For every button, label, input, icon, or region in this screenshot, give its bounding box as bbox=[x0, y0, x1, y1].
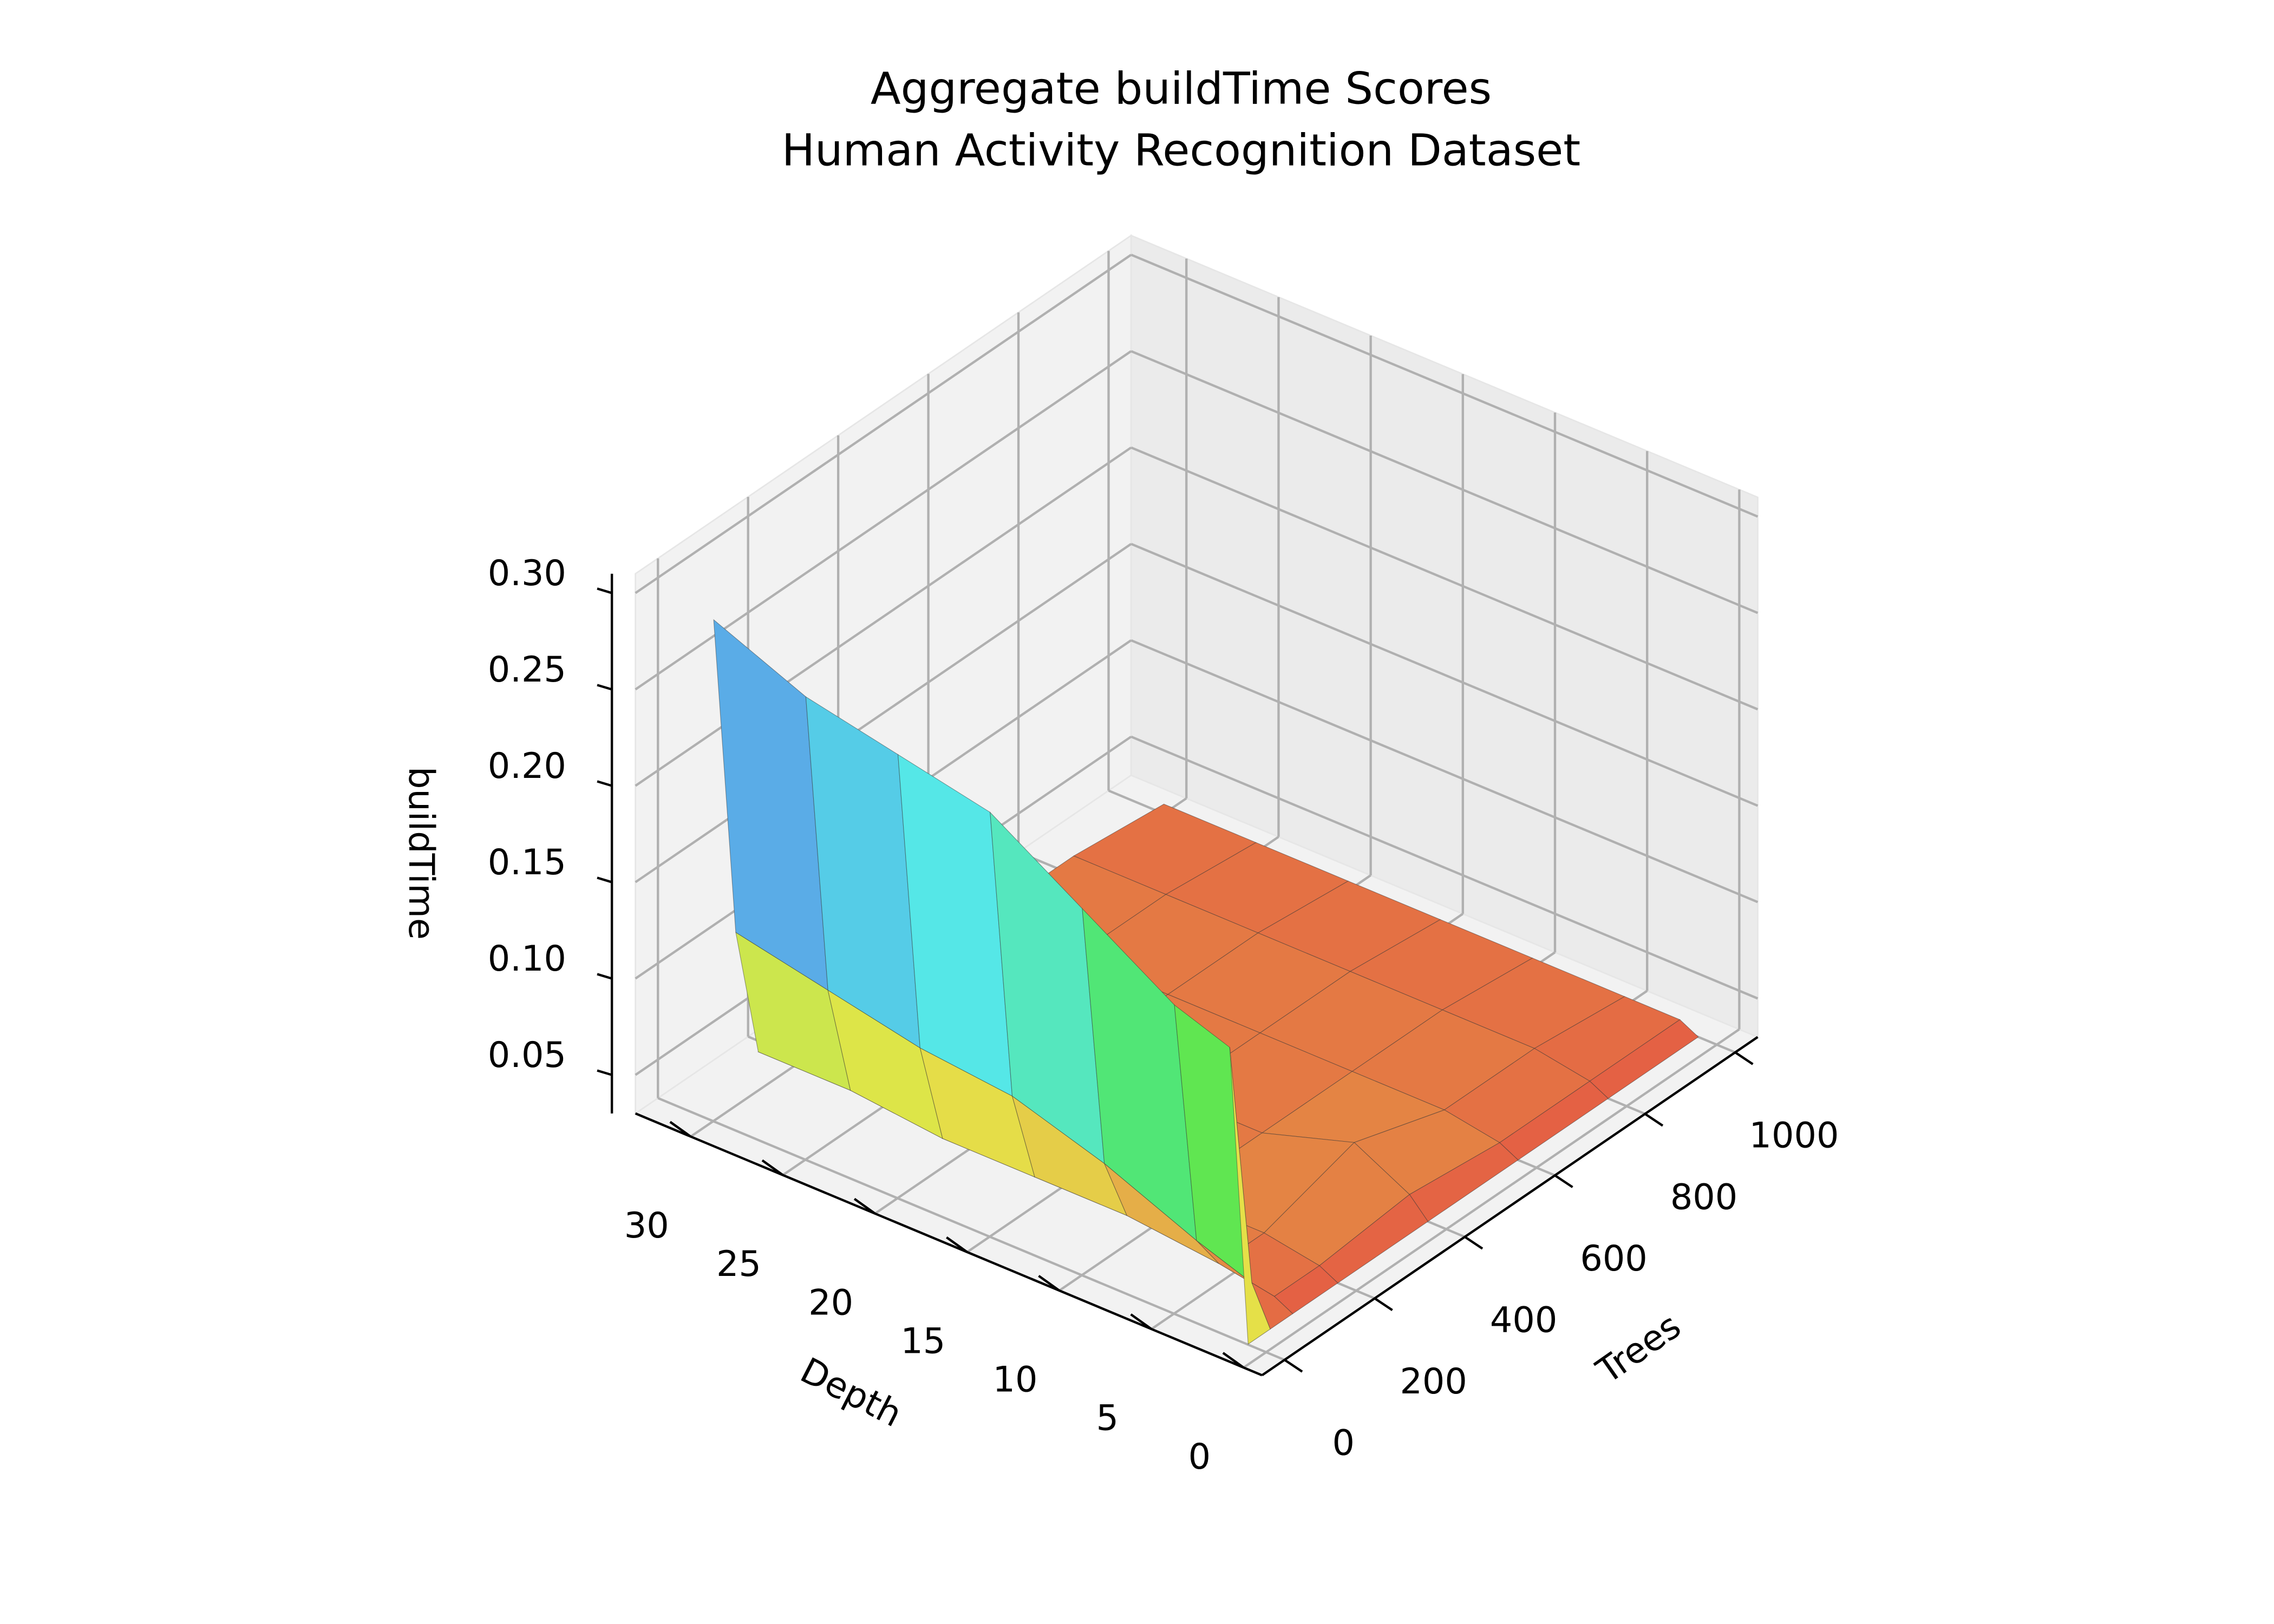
tick-mark bbox=[597, 973, 612, 980]
chart-subtitle: Human Activity Recognition Dataset bbox=[782, 125, 1581, 176]
y-axis-line bbox=[635, 1112, 1263, 1377]
grid-line bbox=[635, 253, 1132, 594]
x-tick-label: 1000 bbox=[1749, 1115, 1839, 1156]
x-axis-line bbox=[1261, 1036, 1759, 1377]
tick-mark bbox=[1222, 1352, 1245, 1369]
y-tick-label: 0 bbox=[1188, 1436, 1211, 1477]
grid-line bbox=[1131, 350, 1759, 614]
y-axis-title: Depth bbox=[794, 1350, 908, 1435]
tick-mark bbox=[1284, 1359, 1303, 1373]
y-tick-label: 15 bbox=[900, 1320, 945, 1361]
z-tick-label: 0.05 bbox=[488, 1034, 566, 1076]
x-tick-label: 800 bbox=[1670, 1176, 1737, 1217]
grid-line bbox=[1131, 735, 1759, 1000]
tick-mark bbox=[597, 684, 612, 691]
tick-mark bbox=[761, 1159, 784, 1176]
x-tick-label: 400 bbox=[1490, 1300, 1557, 1341]
grid-line bbox=[1131, 446, 1759, 711]
tick-mark bbox=[1038, 1275, 1060, 1292]
z-axis-title: buildTime bbox=[401, 767, 442, 940]
tick-mark bbox=[597, 587, 612, 594]
grid-line bbox=[1131, 253, 1759, 518]
grid-line bbox=[657, 1097, 1285, 1361]
y-tick-label: 10 bbox=[993, 1359, 1038, 1400]
y-tick-label: 30 bbox=[624, 1205, 669, 1246]
grid-line bbox=[1131, 542, 1759, 807]
x-axis-title: Trees bbox=[1589, 1305, 1688, 1392]
z-tick-label: 0.10 bbox=[488, 938, 566, 979]
z-tick-label: 0.30 bbox=[488, 553, 566, 594]
tick-mark bbox=[597, 876, 612, 883]
tick-mark bbox=[1644, 1112, 1664, 1127]
tick-mark bbox=[597, 780, 612, 787]
grid-line bbox=[1131, 639, 1759, 903]
tick-mark bbox=[1554, 1174, 1573, 1188]
y-tick-label: 20 bbox=[808, 1282, 853, 1323]
tick-mark bbox=[669, 1121, 691, 1138]
tick-mark bbox=[1130, 1313, 1152, 1330]
grid-line bbox=[635, 446, 1132, 787]
x-tick-label: 200 bbox=[1400, 1361, 1467, 1402]
tick-mark bbox=[853, 1197, 876, 1215]
y-tick-label: 25 bbox=[716, 1243, 761, 1285]
z-tick-label: 0.15 bbox=[488, 842, 566, 883]
tick-mark bbox=[1464, 1236, 1484, 1250]
chart-title: Aggregate buildTime Scores bbox=[871, 63, 1492, 114]
z-tick-label: 0.25 bbox=[488, 649, 566, 690]
grid-line bbox=[635, 542, 1132, 883]
grid-line bbox=[1243, 1028, 1740, 1369]
surface-patch bbox=[1229, 1047, 1271, 1345]
z-tick-label: 0.20 bbox=[488, 745, 566, 787]
x-tick-label: 600 bbox=[1580, 1238, 1647, 1279]
tick-mark bbox=[597, 1069, 612, 1076]
tick-mark bbox=[1374, 1297, 1393, 1312]
tick-mark bbox=[946, 1236, 968, 1253]
x-tick-label: 0 bbox=[1332, 1423, 1354, 1464]
y-tick-label: 5 bbox=[1096, 1398, 1118, 1439]
tick-mark bbox=[1734, 1051, 1754, 1065]
